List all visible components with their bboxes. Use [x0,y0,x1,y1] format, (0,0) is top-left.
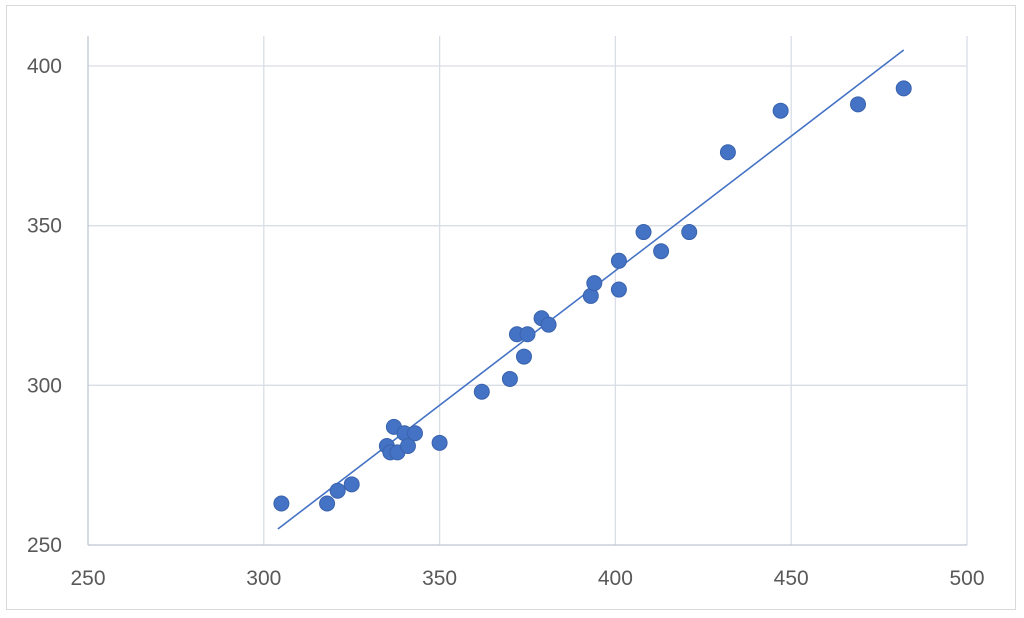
data-point [519,326,536,343]
data-point [329,482,346,499]
data-point [399,438,416,455]
data-point [343,476,360,493]
data-point [273,495,290,512]
data-point [515,348,532,365]
data-point [719,144,736,161]
data-point [319,495,336,512]
data-point [540,316,557,333]
x-tick-label: 250 [70,567,105,590]
data-point [473,383,490,400]
y-tick-label: 350 [27,215,62,238]
data-point [586,275,603,292]
y-tick-label: 250 [27,534,62,557]
data-point [610,281,627,298]
data-point [772,102,789,119]
y-tick-label: 400 [27,55,62,78]
x-tick-label: 300 [246,567,281,590]
x-tick-label: 400 [598,567,633,590]
data-point [501,370,518,387]
data-point [610,252,627,269]
x-tick-label: 450 [774,567,809,590]
data-point [681,224,698,241]
x-tick-label: 350 [422,567,457,590]
data-point [653,243,670,260]
data-point [895,80,912,97]
data-point [431,434,448,451]
data-point [406,425,423,442]
data-point [635,224,652,241]
chart-area [6,5,1016,610]
y-tick-label: 300 [27,374,62,397]
x-tick-label: 500 [949,567,984,590]
data-point [850,96,867,113]
